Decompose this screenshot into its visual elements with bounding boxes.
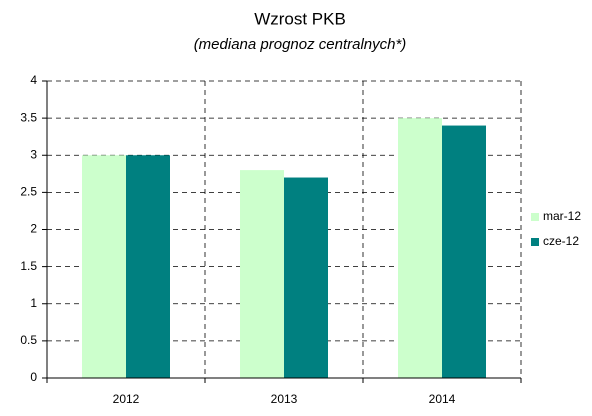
y-tick-label: 1.5	[20, 259, 37, 273]
bar	[82, 155, 126, 378]
legend-swatch	[531, 238, 539, 246]
bar	[126, 155, 170, 378]
y-tick-label: 3.5	[20, 110, 37, 124]
bar	[398, 118, 442, 378]
chart-subtitle: (mediana prognoz centralnych*)	[194, 36, 407, 53]
chart-title: Wzrost PKB	[254, 9, 346, 28]
y-tick-label: 4	[30, 73, 37, 87]
bar	[240, 170, 284, 378]
bar	[442, 125, 486, 378]
y-tick-label: 0	[30, 370, 37, 384]
y-tick-label: 0.5	[20, 333, 37, 347]
x-tick-label: 2012	[113, 392, 140, 406]
bar	[284, 177, 328, 378]
y-tick-label: 2.5	[20, 185, 37, 199]
y-tick-label: 3	[30, 147, 37, 161]
y-tick-label: 1	[30, 296, 37, 310]
legend-label: mar-12	[543, 209, 581, 223]
x-tick-label: 2013	[271, 392, 298, 406]
legend-label: cze-12	[543, 234, 579, 248]
legend-swatch	[531, 213, 539, 221]
y-tick-label: 2	[30, 222, 37, 236]
x-tick-label: 2014	[429, 392, 456, 406]
